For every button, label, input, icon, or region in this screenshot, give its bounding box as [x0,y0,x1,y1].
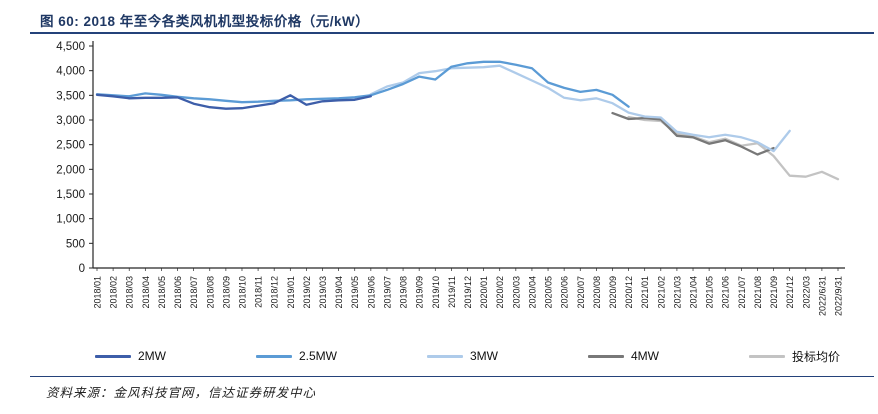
svg-text:2020/08: 2020/08 [592,276,602,309]
svg-text:2018/02: 2018/02 [109,276,119,309]
svg-text:2018/11: 2018/11 [254,276,264,308]
svg-text:2,500: 2,500 [56,140,85,152]
svg-text:4,500: 4,500 [56,41,85,53]
svg-text:2018/12: 2018/12 [270,276,280,309]
svg-text:2019/02: 2019/02 [302,276,312,309]
svg-text:2020/06: 2020/06 [560,276,570,309]
legend-item-3mw: 3MW [426,349,498,363]
legend-item-2-5mw: 2.5MW [255,349,337,363]
svg-text:2020/07: 2020/07 [576,276,586,309]
svg-text:2019/06: 2019/06 [366,276,376,309]
svg-text:2019/03: 2019/03 [318,276,328,309]
legend-label-2mw: 2MW [138,349,166,363]
legend-swatch-2mw [95,354,131,358]
svg-text:2020/12: 2020/12 [624,276,634,309]
svg-text:1,500: 1,500 [56,189,85,201]
legend-item-4mw: 4MW [587,349,659,363]
svg-text:2,000: 2,000 [56,164,85,176]
svg-text:2019/10: 2019/10 [431,276,441,309]
svg-text:2022/6/31: 2022/6/31 [817,276,827,316]
legend-item-2mw: 2MW [95,349,166,363]
svg-text:2021/06: 2021/06 [721,276,731,309]
source-note: 资料来源：金风科技官网，信达证券研发中心 [46,386,317,400]
svg-text:2020/01: 2020/01 [479,276,489,309]
svg-text:2021/01: 2021/01 [640,276,650,309]
bottom-divider [30,376,874,377]
legend-swatch-4mw [587,354,624,358]
svg-text:2020/09: 2020/09 [608,276,618,309]
svg-text:2019/07: 2019/07 [382,276,392,309]
svg-text:2022/9/31: 2022/9/31 [834,276,844,316]
series-lines [95,60,840,181]
svg-text:2020/04: 2020/04 [527,276,537,309]
svg-text:2018/10: 2018/10 [237,276,247,309]
svg-text:2022/03: 2022/03 [801,276,811,309]
legend-label-3mw: 3MW [469,349,498,363]
x-axis: 2018/01 2018/02 2018/03 2018/04 2018/05 2018/… [93,267,845,316]
legend-swatch-avg [748,354,785,358]
y-axis: 0 500 1,000 1,500 2,000 2,500 3,000 3,500 4,000 4… [56,41,94,275]
svg-text:2018/04: 2018/04 [141,276,151,309]
svg-text:2021/02: 2021/02 [656,276,666,309]
svg-text:2018/03: 2018/03 [125,276,135,309]
svg-text:3,500: 3,500 [56,90,85,102]
svg-text:2020/02: 2020/02 [495,276,505,309]
legend-swatch-3mw [426,354,463,358]
svg-text:2021/03: 2021/03 [672,276,682,309]
svg-text:2019/05: 2019/05 [350,276,360,309]
figure-title-bar: 图 60: 2018 年至今各类风机机型投标价格（元/kW） [30,6,874,34]
legend-item-avg: 投标均价 [748,348,840,365]
figure-title: 图 60: 2018 年至今各类风机机型投标价格（元/kW） [40,14,370,29]
svg-text:2019/12: 2019/12 [463,276,473,309]
svg-text:2020/03: 2020/03 [511,276,521,309]
legend-swatch-2-5mw [255,354,292,358]
legend-label-avg: 投标均价 [791,349,840,364]
svg-text:500: 500 [66,238,85,250]
svg-text:3,000: 3,000 [56,115,85,127]
svg-text:2021/12: 2021/12 [785,276,795,309]
svg-text:2020/05: 2020/05 [544,276,554,309]
svg-text:0: 0 [79,263,85,275]
svg-text:2019/08: 2019/08 [399,276,409,309]
legend-label-4mw: 4MW [630,349,659,363]
svg-text:2019/11: 2019/11 [447,276,457,308]
svg-text:2018/05: 2018/05 [157,276,167,309]
svg-text:2021/04: 2021/04 [689,276,699,309]
svg-text:2018/08: 2018/08 [205,276,215,309]
svg-text:2019/09: 2019/09 [415,276,425,309]
svg-text:2018/07: 2018/07 [189,276,199,309]
svg-text:2019/04: 2019/04 [334,276,344,309]
svg-text:4,000: 4,000 [56,66,85,78]
svg-text:2021/09: 2021/09 [769,276,779,309]
svg-text:2021/05: 2021/05 [705,276,715,309]
svg-text:2021/08: 2021/08 [753,276,763,309]
svg-text:2018/06: 2018/06 [173,276,183,309]
legend-label-2-5mw: 2.5MW [298,349,337,363]
svg-text:2018/01: 2018/01 [93,276,103,309]
price-line-chart: 0 500 1,000 1,500 2,000 2,500 3,000 3,500 4,000 4… [56,41,845,316]
svg-text:2021/07: 2021/07 [737,276,747,309]
svg-text:2018/09: 2018/09 [221,276,231,309]
svg-text:1,000: 1,000 [56,214,85,226]
svg-text:2019/01: 2019/01 [286,276,296,309]
chart-legend: 2MW 2.5MW 3MW 4MW 投标均价 [95,346,840,366]
